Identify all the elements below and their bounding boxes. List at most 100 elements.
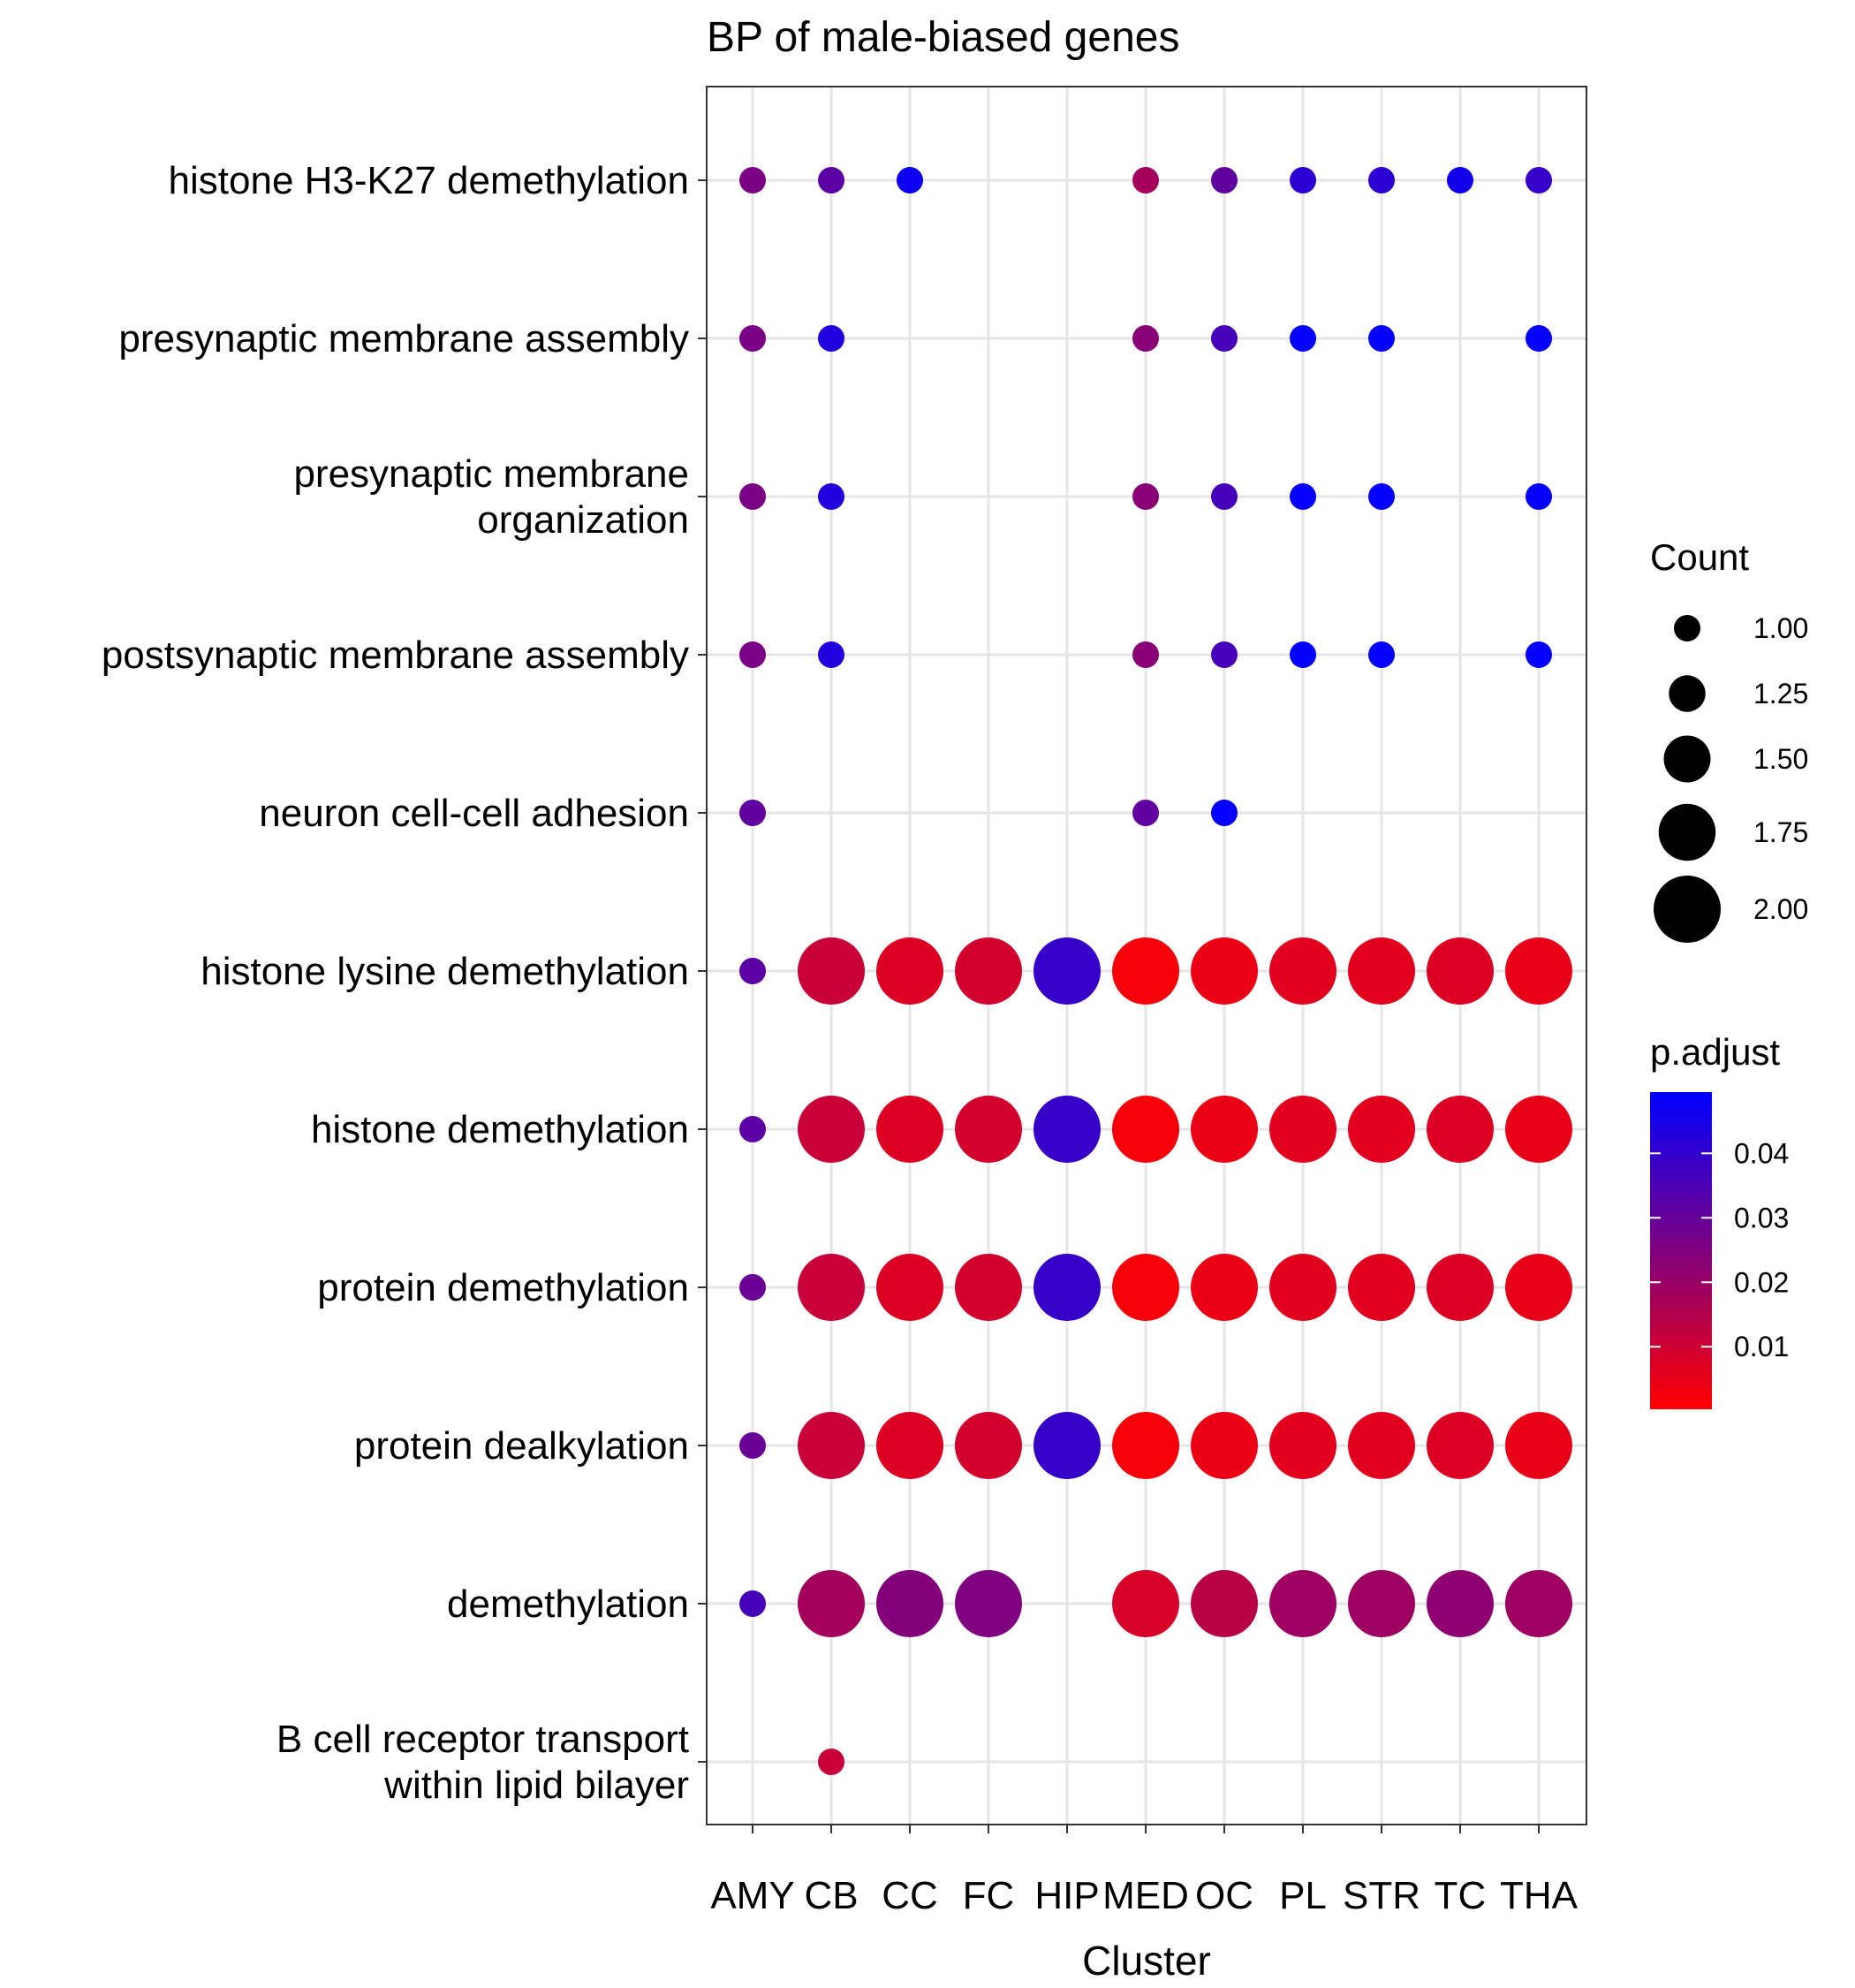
x-tick-label: CC bbox=[882, 1874, 938, 1917]
dot bbox=[739, 1432, 766, 1459]
chart-title: BP of male-biased genes bbox=[707, 14, 1179, 61]
dot bbox=[739, 1590, 766, 1617]
dot bbox=[1290, 325, 1316, 352]
dot bbox=[1269, 937, 1336, 1005]
dot bbox=[1269, 1254, 1336, 1321]
dot bbox=[739, 1116, 766, 1142]
count-legend-label: 1.50 bbox=[1753, 743, 1808, 775]
dot bbox=[1427, 937, 1494, 1005]
y-tick-label: protein demethylation bbox=[317, 1266, 689, 1309]
dot bbox=[1112, 1096, 1179, 1163]
dot bbox=[1505, 937, 1572, 1005]
count-legend-label: 1.25 bbox=[1753, 678, 1808, 709]
x-tick-label: PL bbox=[1279, 1874, 1327, 1917]
colorbar-tick-label: 0.04 bbox=[1734, 1137, 1789, 1169]
x-tick-label: MED bbox=[1102, 1874, 1189, 1917]
dot bbox=[1112, 1412, 1179, 1479]
dot bbox=[1505, 1254, 1572, 1321]
dots bbox=[739, 167, 1572, 1775]
dot bbox=[1427, 1254, 1494, 1321]
y-tick-label: presynaptic membrane bbox=[293, 452, 689, 496]
dot bbox=[1526, 325, 1552, 352]
colorbar-tick-label: 0.01 bbox=[1734, 1331, 1789, 1362]
x-tick-label: THA bbox=[1500, 1874, 1579, 1917]
count-legend-key bbox=[1669, 675, 1706, 712]
dot bbox=[876, 1412, 943, 1479]
dot bbox=[1132, 800, 1159, 826]
dot bbox=[1368, 325, 1395, 352]
x-tick-label: OC bbox=[1195, 1874, 1253, 1917]
dot bbox=[876, 937, 943, 1005]
dot bbox=[1191, 1254, 1258, 1321]
dot bbox=[818, 1749, 844, 1775]
y-tick-label: presynaptic membrane assembly bbox=[118, 317, 689, 360]
x-tick-label: TC bbox=[1435, 1874, 1487, 1917]
p-adjust-legend-title: p.adjust bbox=[1650, 1031, 1780, 1073]
y-tick-label: protein dealkylation bbox=[354, 1424, 689, 1468]
dot bbox=[798, 1412, 865, 1479]
dot bbox=[739, 641, 766, 668]
y-tick-label: histone H3-K27 demethylation bbox=[169, 159, 689, 202]
p-adjust-colorbar bbox=[1650, 1092, 1712, 1409]
colorbar-tick-label: 0.03 bbox=[1734, 1202, 1789, 1233]
dot bbox=[1427, 1412, 1494, 1479]
dot bbox=[1269, 1096, 1336, 1163]
dot bbox=[1368, 641, 1395, 668]
dot bbox=[1132, 167, 1159, 193]
dot bbox=[818, 641, 844, 668]
dot bbox=[876, 1096, 943, 1163]
dot bbox=[1368, 167, 1395, 193]
dot bbox=[1211, 483, 1238, 510]
dot bbox=[955, 1096, 1022, 1163]
dot bbox=[1034, 1254, 1101, 1321]
y-axis: histone H3-K27 demethylation presynaptic … bbox=[102, 159, 707, 1807]
dot bbox=[1505, 1412, 1572, 1479]
x-tick-label: STR bbox=[1343, 1874, 1420, 1917]
dot bbox=[1290, 167, 1316, 193]
x-axis: AMY CB CC FC HIP MED OC PL STR TC THA bbox=[710, 1825, 1579, 1917]
dot bbox=[1191, 1412, 1258, 1479]
dot bbox=[1526, 483, 1552, 510]
count-legend-key bbox=[1654, 876, 1721, 943]
y-tick-label: demethylation bbox=[447, 1582, 689, 1626]
y-tick-label: histone demethylation bbox=[311, 1108, 689, 1151]
dot bbox=[798, 1254, 865, 1321]
dot bbox=[955, 937, 1022, 1005]
dot bbox=[818, 483, 844, 510]
dot bbox=[739, 483, 766, 510]
y-tick-label: histone lysine demethylation bbox=[201, 950, 689, 993]
dot bbox=[1211, 325, 1238, 352]
dot bbox=[798, 1096, 865, 1163]
dot bbox=[1132, 483, 1159, 510]
dot bbox=[1112, 937, 1179, 1005]
dot bbox=[1269, 1412, 1336, 1479]
dot bbox=[897, 167, 923, 193]
dot bbox=[1447, 167, 1473, 193]
x-tick-label: CB bbox=[804, 1874, 858, 1917]
y-tick-label: postsynaptic membrane assembly bbox=[102, 634, 689, 677]
count-legend-label: 1.00 bbox=[1753, 612, 1808, 644]
count-legend-key bbox=[1674, 615, 1700, 641]
dot bbox=[955, 1254, 1022, 1321]
count-legend: Count 1.00 1.25 1.50 1.75 2.00 bbox=[1650, 536, 1808, 943]
dot bbox=[739, 958, 766, 984]
dot bbox=[1526, 167, 1552, 193]
y-tick-label: neuron cell-cell adhesion bbox=[259, 792, 689, 835]
dot bbox=[1112, 1570, 1179, 1637]
dot bbox=[1526, 641, 1552, 668]
dot bbox=[1427, 1570, 1494, 1637]
dot bbox=[1034, 937, 1101, 1005]
x-tick-label: HIP bbox=[1034, 1874, 1099, 1917]
dot bbox=[1132, 641, 1159, 668]
x-axis-title: Cluster bbox=[1082, 1938, 1211, 1984]
dot bbox=[1034, 1096, 1101, 1163]
dot bbox=[1505, 1096, 1572, 1163]
colorbar-tick-label: 0.02 bbox=[1734, 1266, 1789, 1298]
dot bbox=[1034, 1412, 1101, 1479]
x-tick-label: AMY bbox=[710, 1874, 794, 1917]
dot bbox=[1211, 641, 1238, 668]
dot bbox=[739, 167, 766, 193]
count-legend-title: Count bbox=[1650, 536, 1749, 578]
dot bbox=[1191, 1570, 1258, 1637]
